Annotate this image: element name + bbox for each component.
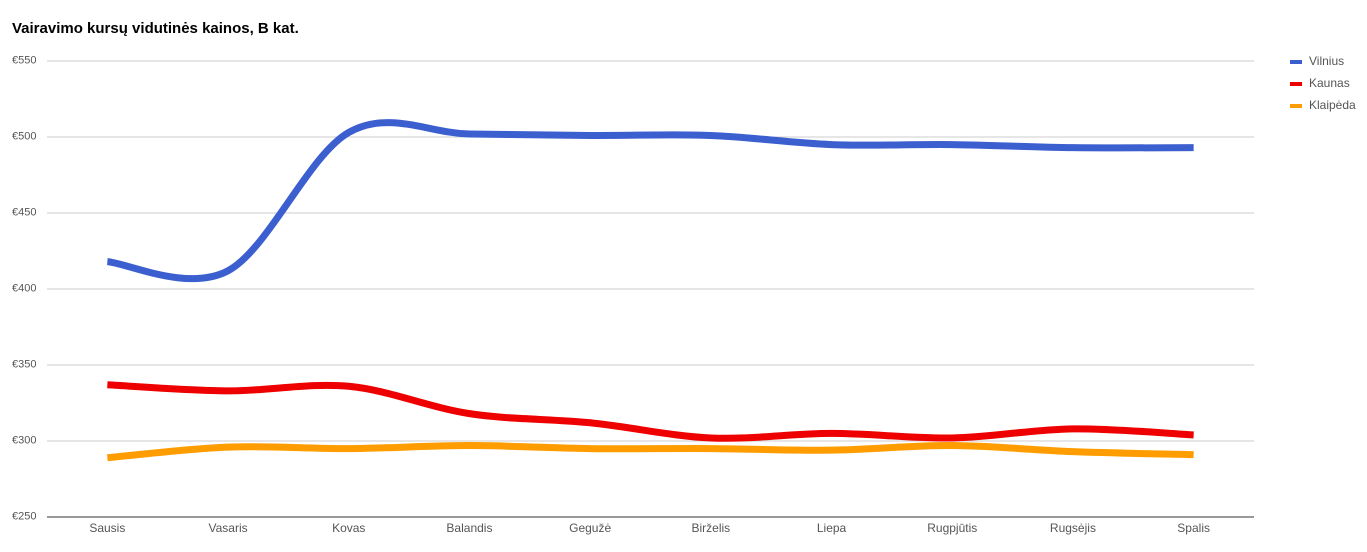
x-tick-label: Sausis: [89, 521, 125, 535]
x-tick-label: Balandis: [446, 521, 492, 535]
y-tick-label: €550: [12, 54, 36, 66]
series-line: [107, 442, 1194, 462]
chart-title: Vairavimo kursų vidutinės kainos, B kat.: [12, 20, 299, 37]
x-tick-label: Rugpjūtis: [927, 521, 977, 535]
y-tick-label: €250: [12, 510, 36, 522]
y-tick-label: €300: [12, 434, 36, 446]
y-tick-label: €400: [12, 282, 36, 294]
x-tick-label: Rugsėjis: [1050, 521, 1096, 535]
legend-label: Klaipėda: [1309, 98, 1356, 112]
series-line: [106, 119, 1194, 283]
x-tick-label: Vasaris: [208, 521, 247, 535]
y-tick-label: €500: [12, 130, 36, 142]
legend-label: Kaunas: [1309, 76, 1350, 90]
x-tick-label: Liepa: [817, 521, 847, 535]
x-tick-label: Spalis: [1177, 521, 1210, 535]
series-line: [107, 381, 1194, 442]
x-tick-label: Gegužė: [569, 521, 611, 535]
y-tick-label: €350: [12, 358, 36, 370]
x-tick-label: Birželis: [692, 521, 731, 535]
legend-label: Vilnius: [1309, 54, 1344, 68]
y-tick-label: €450: [12, 206, 36, 218]
x-tick-label: Kovas: [332, 521, 365, 535]
